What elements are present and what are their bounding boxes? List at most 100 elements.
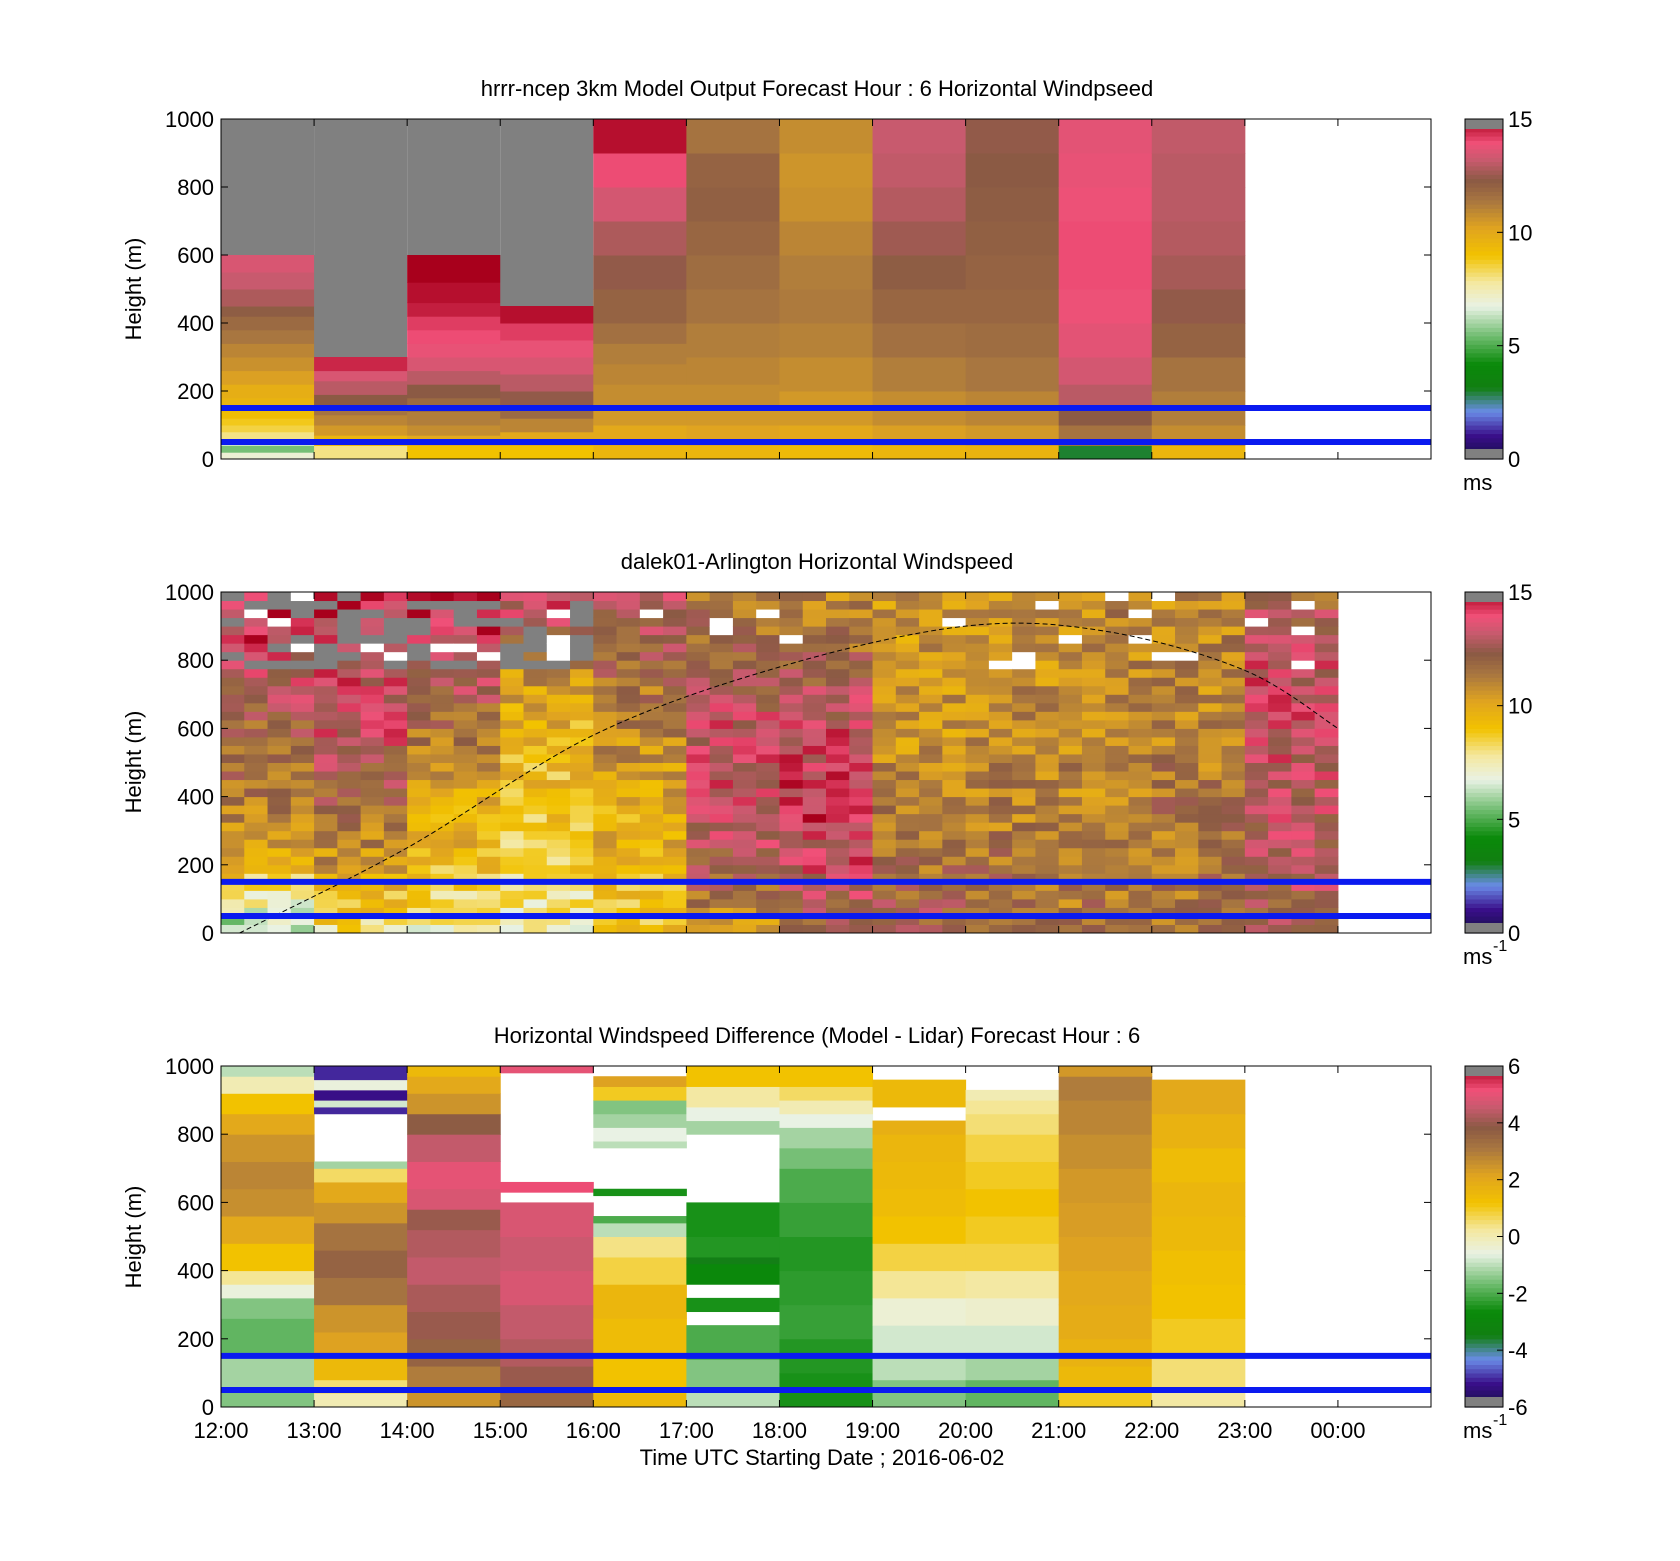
heat-cell [663, 898, 687, 908]
heat-cell [1105, 796, 1129, 806]
heat-cell [686, 634, 711, 644]
heat-cell [476, 779, 501, 789]
heat-cell [570, 719, 594, 729]
heat-cell [1151, 289, 1246, 324]
heat-cell [500, 685, 524, 695]
heat-cell [500, 445, 594, 460]
heat-cell [221, 384, 315, 399]
heat-cell [616, 728, 641, 738]
heat-cell [1314, 719, 1339, 729]
heat-cell [1012, 873, 1036, 883]
heat-cell [1081, 779, 1106, 789]
heat-cell [1268, 634, 1292, 644]
heat-cell [314, 600, 338, 610]
heat-cell [314, 736, 338, 746]
heat-cell [639, 753, 664, 763]
heat-cell [221, 289, 315, 307]
heat-cell [1058, 779, 1083, 789]
heat-cell [1291, 813, 1316, 823]
heat-cell [523, 702, 548, 712]
y-tick-label: 1000 [165, 1054, 214, 1079]
heat-cell [616, 651, 641, 661]
heat-cell [1291, 677, 1316, 687]
heat-cell [1175, 805, 1199, 815]
heat-cell [1128, 745, 1153, 755]
heat-cell [1058, 788, 1083, 798]
heat-cell [965, 445, 1060, 460]
heat-cell [1291, 907, 1316, 917]
heat-cell [407, 745, 431, 755]
heat-cell [965, 609, 990, 619]
heat-cell [1012, 813, 1036, 823]
heat-cell [500, 374, 594, 392]
heat-cell [453, 796, 478, 806]
heat-cell [407, 719, 431, 729]
heat-cell [407, 1113, 501, 1135]
heat-cell [221, 847, 245, 857]
heat-cell [546, 711, 571, 721]
heat-cell [314, 651, 338, 661]
heat-cell [802, 626, 827, 636]
heat-cell [244, 839, 269, 849]
heat-cell [1291, 771, 1316, 781]
heat-cell [779, 643, 804, 653]
heat-cell [802, 898, 827, 908]
y-axis-label-lidar: Height (m) [121, 711, 146, 814]
heat-cell [732, 881, 757, 891]
heat-cell [453, 847, 478, 857]
heat-cell [663, 856, 687, 866]
dashed-curve [239, 622, 1339, 934]
heat-cell [686, 830, 711, 840]
heat-cell [732, 728, 757, 738]
heat-cell [1151, 153, 1246, 188]
heat-cell [314, 1304, 408, 1333]
heat-cell [430, 830, 455, 840]
heat-cell [1221, 915, 1246, 925]
heat-cell [383, 924, 408, 934]
heat-cell [663, 805, 687, 815]
heat-cell [267, 617, 292, 627]
heat-cell [709, 694, 734, 704]
heat-cell [919, 736, 943, 746]
heat-cell [1314, 711, 1339, 721]
heat-cell [965, 685, 990, 695]
heat-cell [500, 728, 524, 738]
heat-cell [779, 1127, 874, 1149]
heat-cell [1128, 702, 1153, 712]
heat-cell [1128, 771, 1153, 781]
heat-cell [639, 626, 664, 636]
heat-cell [1058, 753, 1083, 763]
heat-cell [895, 694, 920, 704]
heat-cell [1314, 651, 1339, 661]
heat-cell [1244, 651, 1269, 661]
heat-cell [360, 779, 385, 789]
heat-cell [453, 643, 478, 653]
heat-cell [407, 788, 431, 798]
heat-cell [337, 839, 362, 849]
heat-cell [965, 694, 990, 704]
heat-cell [1012, 600, 1036, 610]
heat-cell [500, 873, 524, 883]
heat-cell [221, 1093, 315, 1115]
heat-cell [476, 915, 501, 925]
heat-cell [1221, 796, 1246, 806]
heat-cell [221, 445, 315, 453]
heat-cell [988, 890, 1013, 900]
heat-cell [1314, 609, 1339, 619]
heat-cell [1081, 864, 1106, 874]
heat-cell [756, 915, 780, 925]
heat-cell [546, 660, 571, 670]
heat-cell [244, 907, 269, 917]
heat-cell [1012, 736, 1036, 746]
heat-cell [314, 685, 338, 695]
heat-cell [1175, 685, 1199, 695]
heat-cell [663, 788, 687, 798]
heat-cell [1175, 617, 1199, 627]
heat-cell [709, 660, 734, 670]
heat-cell [1058, 592, 1083, 602]
heat-cell [244, 660, 269, 670]
heat-cell [360, 915, 385, 925]
heat-cell [709, 745, 734, 755]
heat-cell [360, 617, 385, 627]
heat-cell [1268, 924, 1292, 934]
